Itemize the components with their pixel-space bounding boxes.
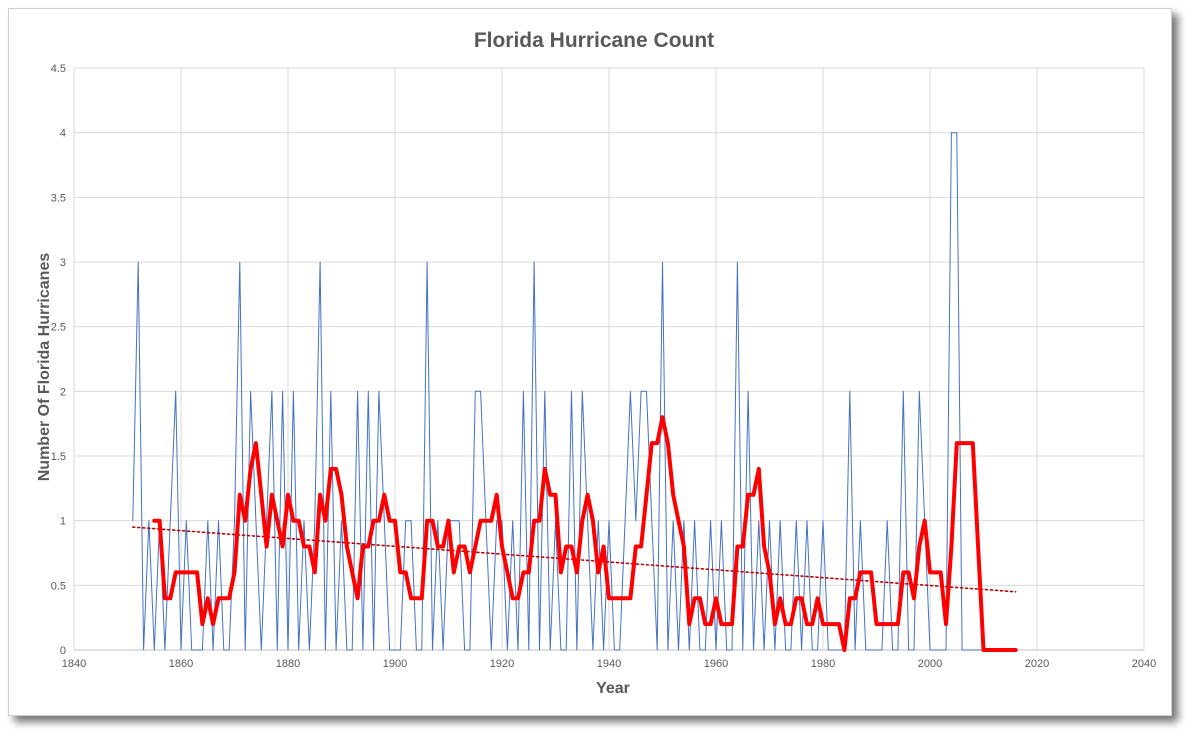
series-layer [132,132,1018,652]
y-tick-label: 1.5 [51,451,66,463]
x-axis-title: Year [596,680,630,697]
x-tick-label: 2040 [1132,658,1156,670]
x-tick-label: 1860 [169,658,193,670]
y-axis-title: Number Of Florida Hurricanes [36,253,53,482]
y-tick-label: 0 [60,645,66,657]
hurricane-chart: 0 0.5 1 1.5 2 2.5 3 3.5 4 4.5 1840 1860 1880 1900 192… [36,29,1156,697]
y-tick-label: 4.5 [51,63,66,75]
x-tick-label: 1920 [490,658,514,670]
series-line-thin-solid [132,132,1017,651]
x-tick-label: 1980 [811,658,835,670]
chart-frame: 0 0.5 1 1.5 2 2.5 3 3.5 4 4.5 1840 1860 1880 1900 192… [8,8,1172,716]
x-tick-label: 1880 [276,658,300,670]
x-tick-label: 2000 [918,658,942,670]
y-tick-label: 0.5 [51,580,66,592]
y-tick-label: 3 [60,257,66,269]
x-tick-label: 1900 [383,658,407,670]
x-tick-label: 1840 [62,658,86,670]
series-line-thick-solid [152,415,1018,652]
x-tick-label: 1960 [704,658,728,670]
y-tick-label: 1 [60,516,66,528]
grid [73,67,1145,651]
x-tick-label: 1940 [597,658,621,670]
y-tick-label: 3.5 [51,192,66,204]
y-tick-label: 2 [60,386,66,398]
y-tick-label: 4 [60,128,66,140]
x-tick-label: 2020 [1025,658,1049,670]
y-tick-labels: 0 0.5 1 1.5 2 2.5 3 3.5 4 4.5 [51,63,66,657]
x-tick-labels: 1840 1860 1880 1900 1920 1940 1960 1980 2000 2020… [62,658,1156,670]
chart-title: Florida Hurricane Count [474,29,714,52]
y-tick-label: 2.5 [51,322,66,334]
